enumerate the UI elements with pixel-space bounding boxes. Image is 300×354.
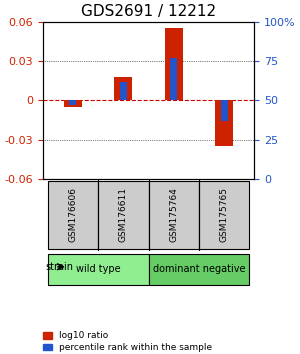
Bar bbox=[165, 28, 183, 101]
Text: dominant negative: dominant negative bbox=[153, 264, 245, 274]
Legend: log10 ratio, percentile rank within the sample: log10 ratio, percentile rank within the … bbox=[43, 331, 212, 352]
Text: GSM175764: GSM175764 bbox=[169, 188, 178, 242]
FancyBboxPatch shape bbox=[98, 181, 148, 249]
Text: wild type: wild type bbox=[76, 264, 120, 274]
Text: GSM176606: GSM176606 bbox=[68, 188, 77, 242]
Text: GSM176611: GSM176611 bbox=[119, 188, 128, 242]
Bar bbox=[170, 58, 177, 101]
Bar bbox=[69, 101, 76, 105]
Bar bbox=[221, 101, 228, 121]
Bar bbox=[215, 101, 233, 146]
FancyBboxPatch shape bbox=[148, 253, 249, 285]
FancyBboxPatch shape bbox=[148, 181, 199, 249]
Text: strain: strain bbox=[45, 262, 73, 272]
FancyBboxPatch shape bbox=[48, 181, 98, 249]
Bar bbox=[120, 81, 127, 101]
FancyBboxPatch shape bbox=[199, 181, 249, 249]
Title: GDS2691 / 12212: GDS2691 / 12212 bbox=[81, 4, 216, 19]
Bar bbox=[114, 77, 132, 101]
Text: GSM175765: GSM175765 bbox=[220, 188, 229, 242]
FancyBboxPatch shape bbox=[48, 253, 148, 285]
Bar bbox=[64, 101, 82, 107]
